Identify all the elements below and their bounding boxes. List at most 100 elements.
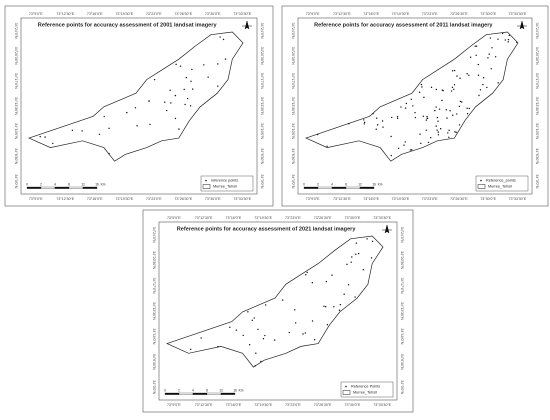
reference-point xyxy=(331,274,333,276)
longitude-label: 73°33'30"E xyxy=(233,12,251,16)
reference-point xyxy=(459,77,461,79)
legend-label: Murree_Tehsil xyxy=(353,391,377,395)
reference-point xyxy=(254,365,256,367)
tehsil-boundary xyxy=(28,31,244,162)
scale-label: Km xyxy=(239,388,244,392)
reference-point xyxy=(153,78,156,81)
scale-label: Km xyxy=(101,182,106,186)
scale-segment xyxy=(359,186,375,189)
longitude-label: 73°33'30"E xyxy=(373,216,391,220)
scale-segment xyxy=(206,392,222,395)
reference-point xyxy=(391,116,393,119)
scale-label: 16 xyxy=(95,182,99,186)
reference-point xyxy=(98,133,101,135)
latitude-label: 34°13'30"N xyxy=(260,97,264,115)
reference-point xyxy=(418,91,421,93)
scale-segment xyxy=(345,186,361,189)
longitude-label: 73°12'30"E xyxy=(333,197,351,201)
longitude-label: 73°33'30"E xyxy=(233,197,251,201)
reference-point xyxy=(264,334,266,337)
longitude-label: 73°26'30"E xyxy=(174,197,192,201)
reference-point xyxy=(222,38,225,41)
reference-point xyxy=(184,103,186,106)
scale-label: 0 xyxy=(164,388,166,392)
reference-point xyxy=(447,132,449,134)
reference-point xyxy=(475,45,478,47)
reference-point xyxy=(436,116,439,119)
longitude-label: 73°26'30"E xyxy=(314,216,332,220)
reference-point xyxy=(306,271,308,274)
latitude-label: 34°24'0"N xyxy=(400,227,404,243)
reference-point xyxy=(426,117,428,119)
reference-point xyxy=(397,147,400,149)
map-frame xyxy=(20,17,258,195)
reference-point xyxy=(438,108,441,110)
reference-point xyxy=(396,117,399,120)
latitude-label: 34°13'30"N xyxy=(400,302,404,320)
reference-point xyxy=(390,135,392,138)
scale-segment xyxy=(178,392,194,395)
reference-point xyxy=(281,299,284,301)
scale-segment xyxy=(54,186,70,189)
reference-point xyxy=(305,274,307,276)
reference-point xyxy=(326,323,329,326)
latitude-label: 34°10'0"N xyxy=(291,123,295,139)
latitude-label: 34°20'30"N xyxy=(14,47,18,65)
reference-point xyxy=(410,98,413,100)
reference-point xyxy=(347,284,350,286)
scale-segment xyxy=(220,392,236,395)
reference-point xyxy=(255,352,257,354)
north-arrow xyxy=(242,20,252,30)
longitude-label: 73°23'0"E xyxy=(285,216,301,220)
scale-label: Km xyxy=(378,182,383,186)
reference-point xyxy=(459,100,462,103)
reference-point xyxy=(489,37,492,39)
reference-point xyxy=(375,128,377,130)
latitude-label: 34°3'0"N xyxy=(260,174,264,188)
reference-point xyxy=(339,303,342,306)
longitude-label: 73°12'30"E xyxy=(56,12,74,16)
map-title: Reference points for accuracy assessment… xyxy=(177,226,357,232)
reference-point xyxy=(456,113,458,115)
reference-point xyxy=(190,348,192,350)
reference-point xyxy=(426,115,428,118)
latitude-label: 34°3'0"N xyxy=(152,380,156,394)
reference-point xyxy=(504,39,507,41)
reference-point xyxy=(273,339,276,341)
latitude-label: 34°6'30"N xyxy=(291,148,295,164)
longitude-label: 73°26'30"E xyxy=(450,12,468,16)
scale-label: 2 xyxy=(178,388,180,392)
reference-point xyxy=(487,57,489,59)
reference-point xyxy=(175,63,177,66)
reference-point xyxy=(338,309,341,311)
reference-point xyxy=(420,142,422,145)
longitude-label: 73°9'0"E xyxy=(29,197,43,201)
scale-label: 2 xyxy=(317,182,319,186)
map-frame xyxy=(158,221,398,401)
reference-point xyxy=(39,135,41,138)
reference-point xyxy=(174,117,177,120)
reference-point xyxy=(475,54,477,56)
latitude-label: 34°17'0"N xyxy=(152,278,156,294)
reference-point xyxy=(486,86,488,89)
map-panel: Reference points for accuracy assessment… xyxy=(142,209,414,413)
reference-point xyxy=(488,53,490,55)
reference-point xyxy=(355,242,358,244)
reference-point xyxy=(108,127,110,129)
reference-point xyxy=(430,86,433,89)
reference-point xyxy=(427,141,430,144)
map-panel: Reference points for accuracy assessment… xyxy=(4,5,274,207)
longitude-label: 73°30'0"E xyxy=(205,197,221,201)
legend-label: reference points xyxy=(211,179,238,183)
latitude-label: 34°13'30"N xyxy=(291,97,295,115)
reference-point xyxy=(366,238,368,240)
reference-point xyxy=(44,136,46,138)
map-title: Reference points for accuracy assessment… xyxy=(314,22,493,28)
reference-point xyxy=(435,125,437,127)
latitude-label: 34°6'30"N xyxy=(400,354,404,370)
longitude-label: 73°9'0"E xyxy=(306,12,320,16)
reference-point xyxy=(248,343,251,346)
scale-segment xyxy=(26,186,42,189)
reference-point xyxy=(429,137,432,139)
